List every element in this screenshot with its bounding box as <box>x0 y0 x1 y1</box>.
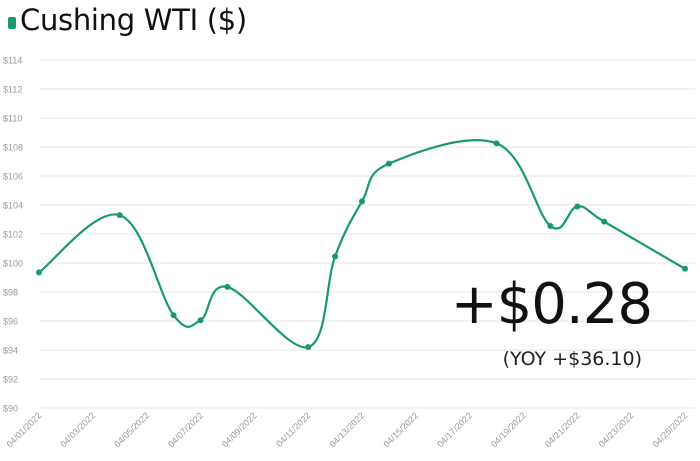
y-tick-label: $114 <box>3 56 22 66</box>
x-tick-label: 04/11/2022 <box>274 410 312 448</box>
yoy-change-value: (YOY +$36.10) <box>502 348 642 370</box>
y-tick-label: $98 <box>3 288 18 298</box>
y-tick-label: $94 <box>3 346 18 356</box>
x-tick-label: 04/07/2022 <box>166 410 205 449</box>
data-point <box>601 218 608 225</box>
data-point <box>197 317 204 324</box>
x-tick-label: 04/05/2022 <box>112 410 151 449</box>
x-tick-label: 04/13/2022 <box>327 410 366 449</box>
series-line <box>37 139 687 349</box>
legend-swatch <box>8 17 16 29</box>
x-tick-label: 04/01/2022 <box>4 410 43 449</box>
x-tick-label: 04/19/2022 <box>489 410 528 449</box>
x-tick-label: 04/25/2022 <box>650 410 689 449</box>
data-point <box>385 160 392 167</box>
data-point <box>170 312 177 319</box>
y-tick-label: $90 <box>3 404 18 414</box>
y-tick-label: $110 <box>3 114 22 124</box>
x-tick-label: 04/03/2022 <box>58 410 97 449</box>
y-tick-label: $92 <box>3 375 18 385</box>
x-tick-label: 04/15/2022 <box>381 410 420 449</box>
y-tick-label: $100 <box>3 259 23 269</box>
data-point <box>224 283 231 290</box>
data-point <box>116 212 123 219</box>
y-tick-label: $96 <box>3 317 18 327</box>
data-point <box>36 269 42 276</box>
data-point <box>682 265 688 272</box>
data-point <box>547 223 554 230</box>
y-tick-label: $104 <box>3 201 23 211</box>
chart-title: Cushing WTI ($) <box>20 3 247 37</box>
data-point <box>359 198 365 205</box>
chart-title-block: Cushing WTI ($) <box>8 0 247 40</box>
data-point <box>305 344 312 351</box>
x-tick-label: 04/23/2022 <box>597 410 636 449</box>
y-tick-label: $102 <box>3 230 23 240</box>
x-tick-label: 04/17/2022 <box>435 410 474 449</box>
y-tick-label: $106 <box>3 172 23 182</box>
data-point <box>493 140 500 147</box>
price-change-value: +$0.28 <box>450 272 653 337</box>
y-tick-label: $112 <box>3 85 22 95</box>
y-tick-label: $108 <box>3 143 23 153</box>
x-tick-label: 04/09/2022 <box>220 410 259 449</box>
x-tick-label: 04/21/2022 <box>543 410 582 449</box>
data-point <box>574 203 581 210</box>
data-point <box>332 253 339 260</box>
